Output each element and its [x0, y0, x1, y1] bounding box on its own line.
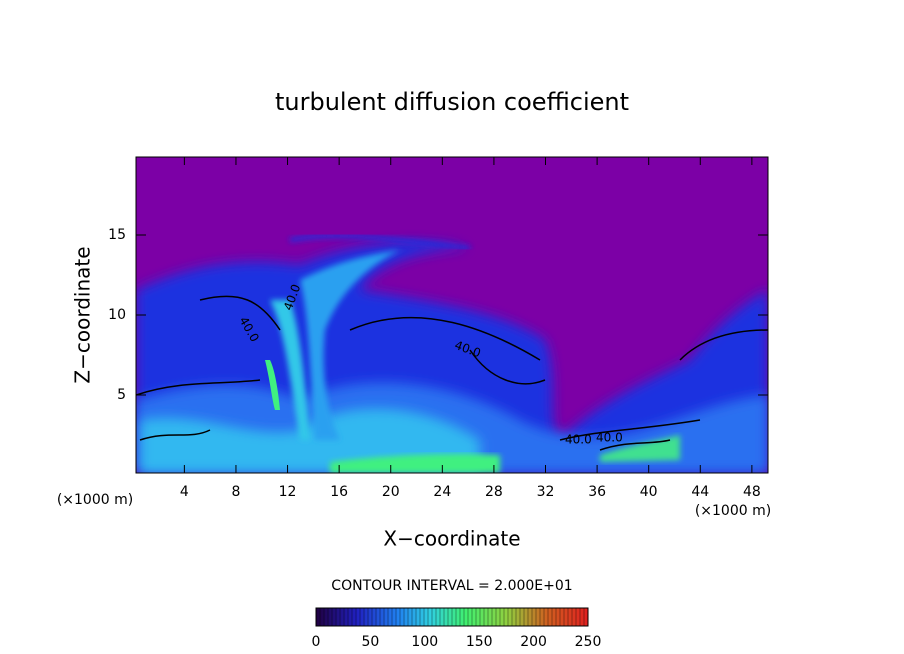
y-tick-label: 15 — [108, 227, 126, 243]
colorbar-tick-label: 250 — [575, 634, 602, 650]
colorbar-tick-label: 50 — [361, 634, 379, 650]
x-tick-label: 44 — [691, 484, 709, 500]
y-axis-label: Z−coordinate — [71, 246, 95, 383]
x-unit: (×1000 m) — [57, 492, 133, 508]
x-tick-label: 28 — [485, 484, 503, 500]
contour-label: 40.0 — [565, 433, 592, 447]
x-tick-label: 40 — [640, 484, 658, 500]
field — [136, 157, 768, 473]
contour-interval: CONTOUR INTERVAL = 2.000E+01 — [331, 578, 572, 594]
x-tick-label: 20 — [382, 484, 400, 500]
colorbar-tick-label: 100 — [411, 634, 438, 650]
y-tick-label: 10 — [108, 307, 126, 323]
colorbar — [315, 607, 589, 627]
colorbar-stripes — [319, 608, 585, 626]
colorbar-tick-label: 0 — [312, 634, 321, 650]
x-tick-label: 32 — [537, 484, 555, 500]
colorbar-tick-label: 200 — [520, 634, 547, 650]
x-tick-label: 36 — [588, 484, 606, 500]
x-tick-label: 48 — [743, 484, 761, 500]
colorbar-tick-label: 150 — [466, 634, 493, 650]
chart-title: turbulent diffusion coefficient — [275, 88, 629, 116]
x-unit: (×1000 m) — [695, 503, 771, 519]
y-tick-label: 5 — [117, 387, 126, 403]
x-axis-label: X−coordinate — [383, 527, 520, 551]
x-tick-label: 4 — [180, 484, 189, 500]
x-tick-label: 24 — [433, 484, 451, 500]
x-tick-label: 8 — [231, 484, 240, 500]
contour-label: 40.0 — [596, 431, 623, 445]
x-tick-label: 12 — [279, 484, 297, 500]
x-tick-label: 16 — [330, 484, 348, 500]
